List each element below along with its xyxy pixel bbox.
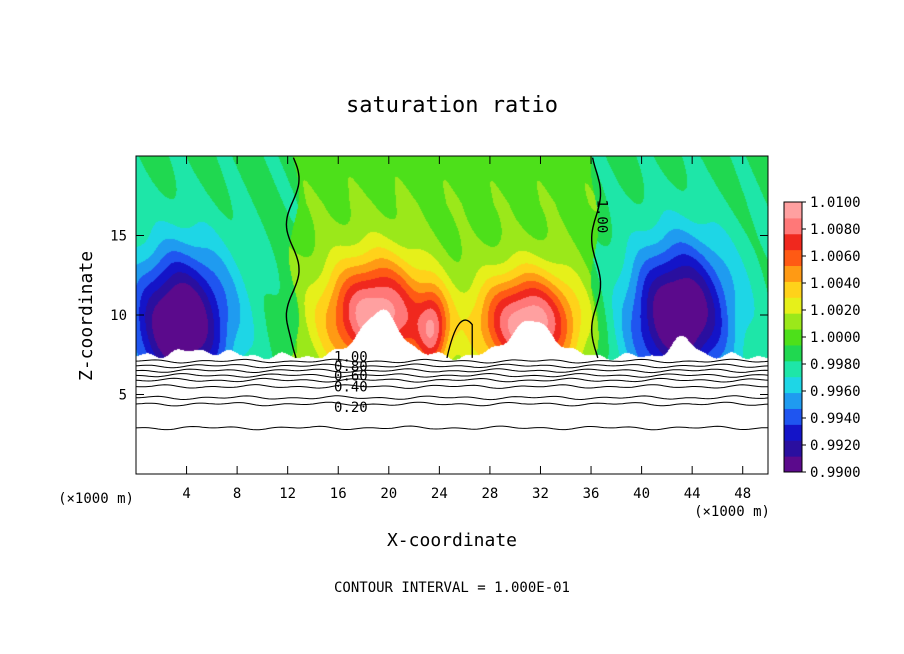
x-unit-right: (×1000 m) (694, 504, 770, 520)
colorbar-swatch (784, 329, 802, 346)
x-tick-label: 24 (431, 486, 448, 502)
x-tick-label: 28 (481, 486, 498, 502)
colorbar-swatch (784, 456, 802, 473)
x-unit-left: (×1000 m) (58, 491, 134, 507)
colorbar-label: 0.9900 (810, 465, 861, 481)
x-tick-label: 4 (182, 486, 190, 502)
contour-line (135, 372, 769, 378)
x-tick-label: 16 (330, 486, 347, 502)
colorbar-label: 1.0060 (810, 249, 861, 265)
colorbar-label: 1.0080 (810, 222, 861, 238)
contour-label: 0.20 (334, 400, 368, 416)
x-tick-label: 20 (380, 486, 397, 502)
y-tick-label: 5 (119, 388, 127, 404)
colorbar-swatch (784, 360, 802, 378)
y-tick-label: 15 (110, 229, 127, 245)
colorbar-swatch (784, 233, 802, 251)
contour-label: 0.80 (334, 359, 368, 375)
x-tick-label: 12 (279, 486, 296, 502)
colorbar-swatch (784, 249, 802, 267)
x-tick-label: 36 (583, 486, 600, 502)
colorbar-label: 0.9940 (810, 411, 861, 427)
y-axis-ticks: 5 10 15 (110, 229, 768, 404)
contour-line (135, 368, 769, 374)
x-tick-label: 48 (734, 486, 751, 502)
contour-line (590, 157, 602, 359)
contour-interval-note: CONTOUR INTERVAL = 1.000E-01 (334, 580, 570, 596)
colorbar-swatch (784, 440, 802, 457)
contour-line (446, 319, 473, 359)
contour-line (285, 157, 300, 359)
colorbar-swatch (784, 202, 802, 219)
colorbar-swatch (784, 408, 802, 425)
x-axis-label: X-coordinate (387, 530, 517, 551)
colorbar-label: 1.0020 (810, 303, 861, 319)
contour-line (135, 358, 769, 364)
contour-label: 0.60 (334, 368, 368, 384)
colorbar-label: 0.9920 (810, 438, 861, 454)
contour-line (135, 384, 769, 389)
x-tick-label: 8 (233, 486, 241, 502)
colorbar-label: 1.0040 (810, 276, 861, 292)
colorbar-label: 0.9980 (810, 357, 861, 373)
colorbar-swatch (784, 265, 802, 282)
x-tick-label: 32 (532, 486, 549, 502)
colorbar-swatch (784, 424, 802, 441)
colorbar-swatch (784, 392, 802, 409)
colorbar-label: 0.9960 (810, 384, 861, 400)
contour-label: 0.40 (334, 380, 368, 396)
colorbar-swatch (784, 217, 802, 235)
chart-title: saturation ratio (346, 93, 558, 118)
colorbar-swatch (784, 376, 802, 394)
contour-label: 1.00 (334, 349, 368, 365)
saturation-field (136, 156, 768, 474)
contour-line (135, 425, 768, 431)
contour-line (136, 395, 769, 401)
contour-lines (135, 157, 769, 431)
x-axis-ticks: 4 8 12 16 20 24 28 32 36 40 44 48 (182, 156, 751, 502)
x-tick-label: 40 (633, 486, 650, 502)
contour-line (135, 401, 769, 407)
colorbar-swatch (784, 344, 802, 362)
colorbar-swatch (784, 297, 802, 314)
y-tick-label: 10 (110, 308, 127, 324)
contour-line (135, 363, 769, 369)
contour-labels: 1.001.000.800.600.400.20 (334, 200, 609, 417)
colorbar: 1.0100 1.0080 1.0060 1.0040 1.0020 1.0000 0.99… (783, 195, 861, 481)
colorbar-swatch (784, 313, 802, 330)
contour-label: 1.00 (593, 200, 609, 234)
colorbar-swatch (784, 281, 802, 298)
colorbar-label: 1.0000 (810, 330, 861, 346)
contour-line (135, 377, 769, 383)
x-tick-label: 44 (684, 486, 701, 502)
colorbar-label: 1.0100 (810, 195, 861, 211)
y-axis-label: Z-coordinate (76, 251, 97, 381)
